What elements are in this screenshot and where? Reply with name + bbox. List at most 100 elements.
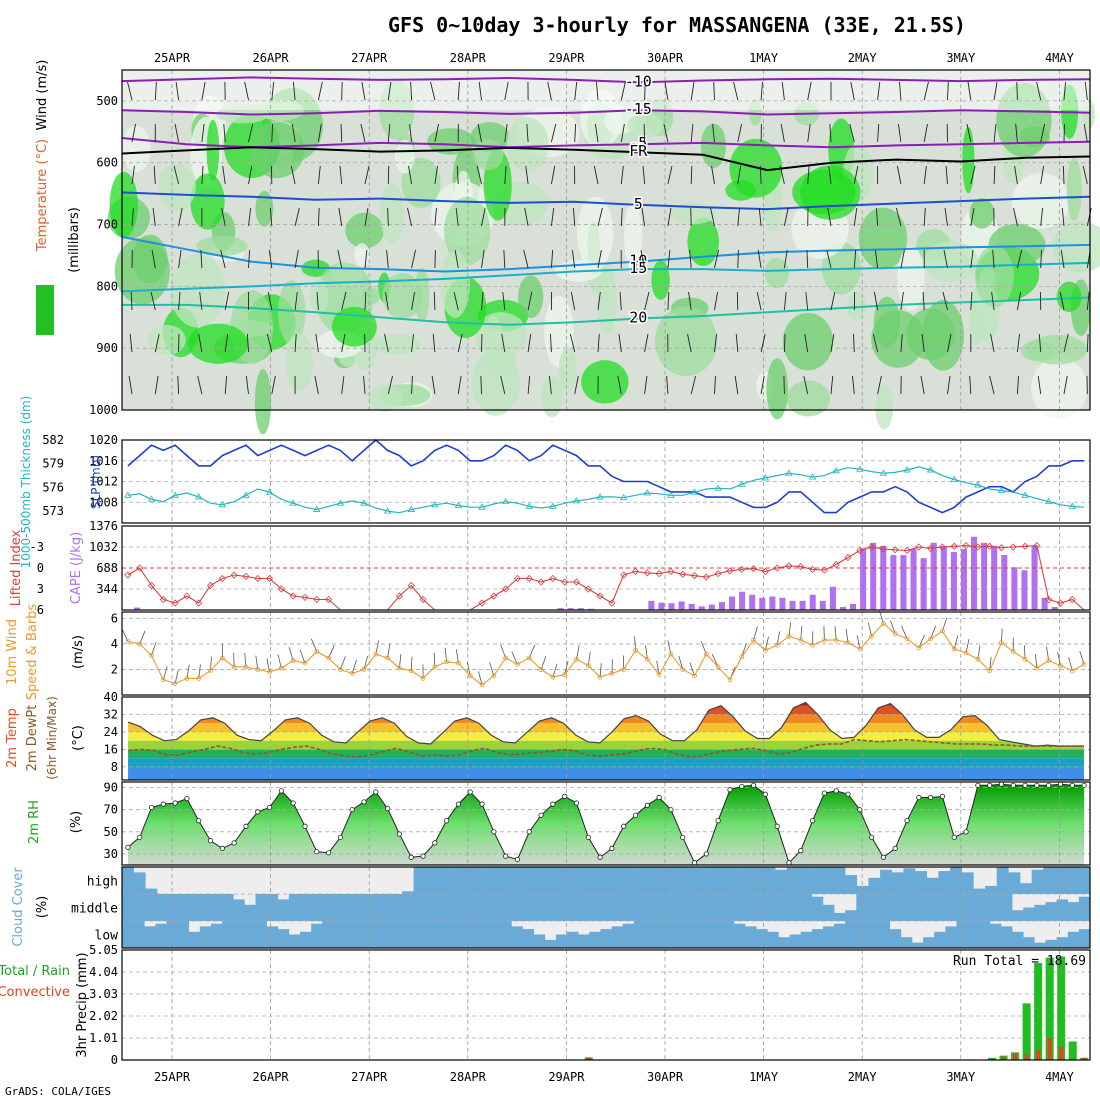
cloud-cell [344, 921, 356, 948]
wind-barb [945, 165, 948, 185]
wind-tick-label: 4 [111, 637, 118, 651]
cloud-cell [798, 867, 811, 894]
cloud-cell [956, 921, 968, 948]
cloud-cell [1043, 867, 1056, 894]
wind-barb [967, 81, 972, 101]
lifted-index-tick-label: 6 [37, 603, 44, 617]
cape-axis-title: CAPE (J/kg) [69, 532, 84, 604]
rh-shade [897, 246, 925, 311]
lifted-index-marker [549, 574, 557, 583]
wind-speed-marker [314, 649, 320, 654]
cloud-cell [1078, 929, 1091, 948]
wind-barb [714, 375, 716, 395]
rh-shade [254, 368, 272, 435]
lifted-index-marker [844, 553, 852, 562]
cape-bar [668, 603, 675, 610]
lifted-index-marker [962, 542, 970, 550]
wind-barb [1040, 207, 1044, 227]
precip-panel: 0 1.01 2.02 3.03 4.04 5.05 Run Total = 18.69 3h… [0, 943, 1091, 1067]
date-tick-label: 30APR [647, 1070, 684, 1084]
cloud-cell [389, 894, 401, 921]
cloud-cell [1056, 937, 1069, 948]
credit-text: GrADS: COLA/IGES [5, 1085, 111, 1098]
rh-marker [172, 800, 178, 806]
cloud-cell [355, 894, 368, 921]
wind-barb [150, 291, 156, 311]
wind-barb [853, 207, 858, 227]
cloud-cell [834, 923, 846, 948]
rh-marker [833, 788, 839, 794]
wind-barb [667, 207, 672, 227]
precip-convective-legend: Convective [0, 985, 70, 1000]
cloud-cell [878, 921, 891, 948]
cloud-cell [978, 921, 991, 948]
rh-shade [360, 287, 381, 305]
wind-barb [271, 81, 275, 101]
wind-speed-marker [562, 672, 568, 677]
wind-barb [942, 291, 948, 311]
thickness-marker [974, 481, 982, 488]
rh-marker [243, 823, 249, 829]
wind-barb [1060, 249, 1065, 269]
wind-barb [947, 81, 949, 101]
cloud-cell [700, 921, 713, 948]
lifted-index-marker [1056, 599, 1065, 607]
cloud-cell [483, 867, 496, 894]
thickness-marker [903, 466, 911, 473]
cloud-cell [188, 894, 201, 921]
wind-barb [714, 333, 717, 353]
thickness-marker [785, 469, 793, 476]
lifted-index-marker [620, 571, 628, 579]
wind-speed-marker [821, 637, 827, 643]
lifted-index-marker [726, 567, 734, 575]
pressure-tick-label: 500 [96, 94, 118, 108]
cloud-cell [811, 929, 824, 948]
wind-barb [783, 207, 789, 227]
lifted-index-axis-title: Lifted Index [9, 529, 24, 606]
wind-barb [129, 333, 133, 353]
wind-barb [384, 333, 389, 353]
cloud-cell [856, 921, 868, 948]
wind-barb [990, 333, 995, 353]
rh-shade [148, 324, 186, 356]
precip-tick-label: 2.02 [89, 1009, 118, 1023]
wind-barb [338, 207, 343, 227]
cape-bar [779, 597, 786, 610]
lifted-index-line [127, 545, 1085, 611]
cloud-cell [578, 934, 590, 948]
wind-speed-marker [208, 668, 213, 674]
wind-barb [481, 291, 484, 311]
bottom-date-ticks: 25APR 26APR 27APR 28APR 29APR 30APR 1MAY 2MAY 3M… [154, 1070, 1075, 1084]
cloud-cell [635, 867, 648, 894]
wind-barb [224, 291, 230, 311]
wind-barb [853, 249, 857, 269]
temperature-tick-label: 40 [104, 690, 118, 704]
wind-speed-marker [385, 655, 391, 661]
wind-barb [361, 81, 366, 101]
cloud-cell [377, 921, 390, 948]
rh-marker [503, 853, 509, 859]
wind-speed-marker [951, 646, 957, 652]
cape-bar [799, 600, 806, 610]
cape-bar [1041, 597, 1048, 610]
rh-marker [538, 812, 544, 818]
wind-speed-marker [963, 650, 969, 656]
wind-barb [504, 81, 509, 101]
wind-barb [993, 165, 996, 185]
lifted-index-marker [277, 585, 285, 593]
cape-tick-label: 344 [96, 582, 118, 596]
lifted-index-marker [537, 578, 545, 586]
cape-bar [759, 597, 766, 610]
wind-barb [224, 375, 228, 395]
wind-barb [153, 165, 156, 185]
rh-marker [231, 840, 237, 846]
thickness-axis-title: 1000-500mb Thickness (dm) [19, 396, 33, 569]
cloud-cell [938, 871, 951, 894]
cape-tick-label: 1032 [89, 540, 118, 554]
cloud-cell [911, 942, 924, 948]
rh-marker [491, 829, 497, 835]
cape-bar [839, 606, 846, 610]
wind-barb [688, 291, 692, 311]
cloud-row-label: high [87, 875, 118, 890]
rh-marker [951, 834, 957, 840]
